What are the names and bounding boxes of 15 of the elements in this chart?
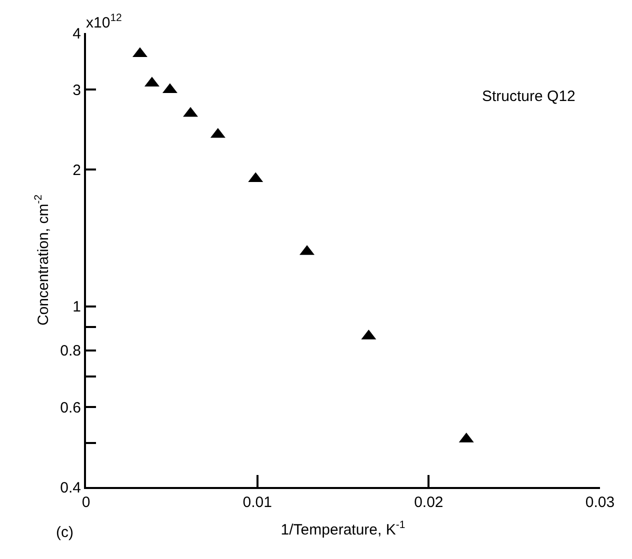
x-tick-label: 0.02 — [414, 494, 444, 511]
x-tick-label: 0.03 — [585, 494, 615, 511]
y-tick-label: 1 — [72, 298, 81, 316]
annotation: Structure Q12 — [482, 88, 576, 105]
y-tick-label: 2 — [72, 162, 81, 179]
y-tick-label: 0.6 — [60, 399, 81, 416]
y-tick-label: 0.4 — [60, 479, 81, 496]
x-tick-label: 0 — [82, 494, 90, 511]
y-tick-label: 4 — [72, 25, 81, 42]
y-tick-label: 3 — [72, 82, 81, 99]
text: x10$^{12}$ — [86, 12, 122, 32]
x-tick-label: 0.01 — [242, 494, 272, 511]
text: (c) — [56, 524, 74, 541]
y-tick-label: 0.8 — [60, 342, 81, 360]
x-axis-title: 1/Temperature, K$^{-1}$ — [280, 519, 406, 538]
